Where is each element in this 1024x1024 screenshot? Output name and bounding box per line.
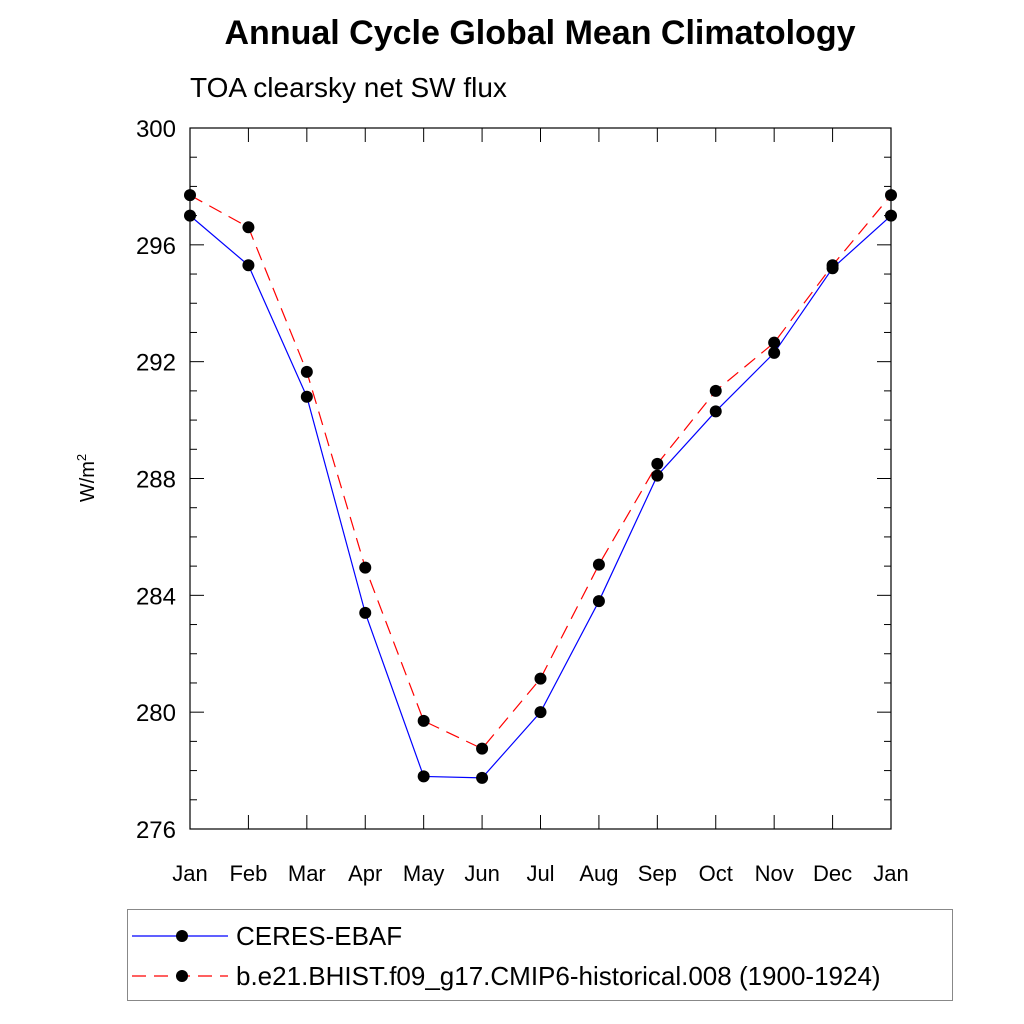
data-point-0 xyxy=(242,259,255,272)
data-point-1 xyxy=(242,221,255,234)
data-point-1 xyxy=(417,714,430,727)
legend-label-model: b.e21.BHIST.f09_g17.CMIP6-historical.008… xyxy=(236,960,881,991)
y-tick-label: 296 xyxy=(136,233,176,260)
plot-frame xyxy=(189,127,892,830)
data-point-1 xyxy=(300,365,313,378)
data-point-0 xyxy=(885,209,897,222)
x-tick-label: Jun xyxy=(464,861,499,886)
legend-marker-model xyxy=(132,970,228,982)
data-point-1 xyxy=(651,457,664,470)
data-point-1 xyxy=(476,742,489,755)
data-point-1 xyxy=(359,561,372,574)
y-tick-label: 292 xyxy=(136,350,176,377)
chart-title: Annual Cycle Global Mean Climatology xyxy=(224,14,856,52)
series-line-0 xyxy=(189,215,892,779)
data-point-0 xyxy=(300,390,313,403)
data-point-0 xyxy=(709,405,722,418)
data-point-1 xyxy=(184,189,196,202)
data-point-0 xyxy=(184,209,196,222)
x-tick-label: May xyxy=(403,861,445,886)
data-point-0 xyxy=(534,706,547,719)
y-tick-label: 288 xyxy=(136,467,176,494)
x-tick-label: Aug xyxy=(579,861,618,886)
series-line-1 xyxy=(189,194,892,750)
data-point-1 xyxy=(709,384,722,397)
x-tick-label: Nov xyxy=(755,861,794,886)
y-tick-label: 276 xyxy=(136,817,176,844)
y-axis-label: W/m2 xyxy=(74,454,99,502)
x-tick-label: Sep xyxy=(638,861,677,886)
data-point-0 xyxy=(592,595,605,608)
x-tick-label: Apr xyxy=(348,861,382,886)
data-point-1 xyxy=(885,189,897,202)
legend-marker-ceres xyxy=(132,930,228,942)
y-axis-label-superscript: 2 xyxy=(74,454,89,461)
data-point-0 xyxy=(768,346,781,359)
x-tick-label: Oct xyxy=(699,861,733,886)
data-point-1 xyxy=(826,259,839,272)
legend-item-model: b.e21.BHIST.f09_g17.CMIP6-historical.008… xyxy=(128,956,881,996)
y-tick-label: 284 xyxy=(136,583,176,610)
x-tick-label: Jan xyxy=(172,861,207,886)
legend-label-ceres: CERES-EBAF xyxy=(236,920,403,951)
data-point-0 xyxy=(651,469,664,482)
data-point-0 xyxy=(417,770,430,783)
legend: CERES-EBAF b.e21.BHIST.f09_g17.CMIP6-his… xyxy=(127,909,953,1001)
data-point-1 xyxy=(768,336,781,349)
chart-subtitle: TOA clearsky net SW flux xyxy=(190,72,507,103)
y-tick-label: 300 xyxy=(136,116,176,143)
data-point-1 xyxy=(534,672,547,685)
y-tick-label: 280 xyxy=(136,700,176,727)
x-tick-label: Jul xyxy=(526,861,554,886)
data-point-0 xyxy=(476,771,489,784)
legend-item-ceres: CERES-EBAF xyxy=(128,916,402,956)
x-tick-label: Mar xyxy=(288,861,326,886)
x-tick-label: Dec xyxy=(813,861,852,886)
data-point-1 xyxy=(592,558,605,571)
x-tick-label: Feb xyxy=(229,861,267,886)
x-tick-label: Jan xyxy=(873,861,908,886)
data-point-0 xyxy=(359,606,372,619)
